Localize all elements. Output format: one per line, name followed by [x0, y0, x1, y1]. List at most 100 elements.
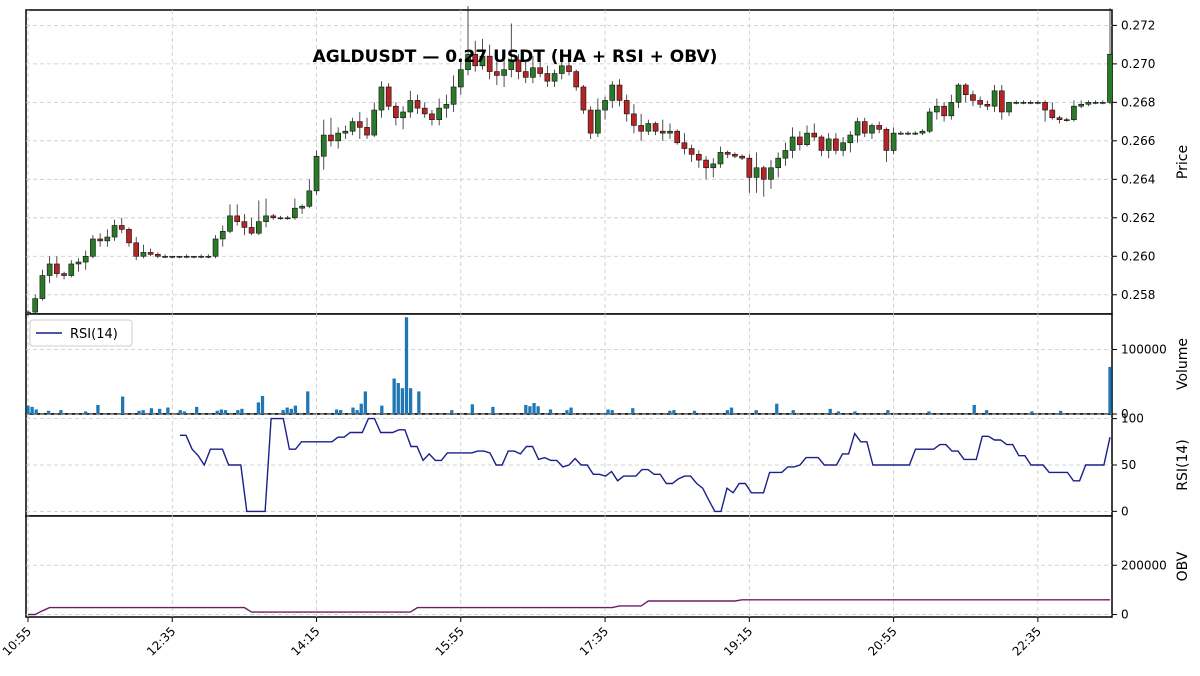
volume-bar — [775, 403, 779, 414]
y-axis-label-price: Price — [1175, 145, 1191, 179]
candle-body — [82, 255, 89, 263]
candle-body — [465, 53, 471, 70]
volume-bar — [289, 408, 293, 414]
volume-bar — [532, 403, 536, 414]
candle-body — [292, 207, 298, 219]
candle-body — [313, 155, 320, 192]
volume-bar — [927, 411, 931, 414]
volume-bar — [396, 383, 400, 414]
candle-body — [371, 109, 378, 136]
volume-bar — [631, 408, 635, 414]
volume-bar — [725, 410, 730, 414]
candle-body — [890, 132, 897, 151]
candle-body — [450, 86, 457, 105]
candle-body — [364, 127, 370, 136]
candle-body — [652, 123, 659, 132]
candle-body — [984, 103, 991, 107]
volume-bar — [34, 409, 38, 414]
volume-bar — [363, 391, 367, 414]
candle-body — [479, 55, 486, 67]
volume-bar — [59, 410, 63, 414]
volume-bar — [306, 391, 310, 414]
panel-volume — [25, 313, 1113, 415]
candle-body — [25, 311, 31, 315]
candle-body — [227, 215, 233, 232]
candle-body — [616, 84, 623, 101]
candle-body — [1027, 102, 1034, 104]
y-tick-label-price: 0.272 — [1121, 18, 1155, 32]
volume-bar — [672, 410, 676, 414]
volume-bar — [791, 410, 795, 414]
candle-body — [299, 205, 305, 209]
candle-body — [1078, 103, 1084, 107]
candle-body — [991, 90, 998, 107]
candle-body — [897, 132, 904, 135]
volume-bar — [450, 410, 454, 414]
candle-body — [934, 105, 940, 113]
y-tick-label-obv: 0 — [1121, 608, 1129, 622]
candle-body — [68, 263, 75, 276]
candle-body — [147, 252, 154, 255]
volume-bar — [96, 404, 100, 414]
candle-body — [609, 84, 616, 101]
candle-body — [811, 132, 818, 138]
candle-body — [775, 157, 782, 169]
candle-body — [414, 100, 421, 109]
panel-price — [25, 9, 1113, 315]
volume-bar — [828, 408, 832, 414]
candle-body — [486, 55, 493, 72]
candle-body — [270, 215, 277, 219]
candle-body — [558, 65, 565, 74]
volume-bar — [120, 396, 125, 414]
candle-body — [104, 236, 111, 242]
y-tick-label-obv: 200000 — [1121, 558, 1167, 572]
y-axis-label-volume: Volume — [1175, 338, 1191, 390]
y-axis-label-obv: OBV — [1175, 551, 1191, 581]
candle-body — [696, 154, 702, 161]
candle-body — [919, 130, 926, 134]
candle-body — [472, 53, 479, 67]
rsi-line — [180, 417, 1111, 513]
volume-bar — [215, 410, 219, 414]
candle-body — [905, 132, 911, 135]
candle-body — [580, 86, 587, 111]
candle-body — [912, 132, 919, 135]
candle-body — [998, 90, 1005, 113]
x-tick-label: 17:35 — [577, 624, 611, 658]
legend-label-rsi: RSI(14) — [70, 327, 118, 342]
volume-bar — [1108, 366, 1112, 414]
y-tick-label-price: 0.268 — [1121, 95, 1155, 109]
volume-bar — [137, 410, 141, 414]
volume-bar — [400, 388, 405, 414]
volume-bar — [404, 317, 409, 414]
candle-body — [46, 263, 53, 276]
candle-body — [457, 69, 464, 88]
y-axis-label-rsi: RSI(14) — [1175, 439, 1191, 490]
candle-body — [320, 134, 327, 157]
x-tick-label: 14:15 — [288, 624, 322, 658]
volume-bar — [836, 411, 841, 414]
candle-body — [126, 229, 132, 244]
candle-body — [162, 255, 168, 258]
x-tick-label: 15:55 — [433, 624, 467, 658]
candle-body — [54, 263, 60, 274]
candle-body — [256, 221, 262, 234]
candle-body — [241, 221, 248, 228]
volume-bar — [528, 406, 532, 414]
panel-obv — [25, 515, 1113, 618]
volume-bar — [351, 407, 355, 414]
candle-body — [587, 109, 594, 134]
candle-body — [789, 136, 796, 151]
candle-body — [1071, 105, 1077, 120]
candle-body — [32, 298, 39, 313]
candle-body — [724, 152, 731, 155]
x-tick-label: 22:35 — [1010, 624, 1044, 658]
candle-body — [861, 121, 868, 134]
obv-line — [28, 599, 1110, 616]
candle-body — [335, 132, 341, 142]
candle-body — [623, 100, 630, 115]
volume-bar — [223, 410, 228, 414]
candle-body — [1085, 102, 1092, 105]
candle-body — [854, 121, 861, 136]
